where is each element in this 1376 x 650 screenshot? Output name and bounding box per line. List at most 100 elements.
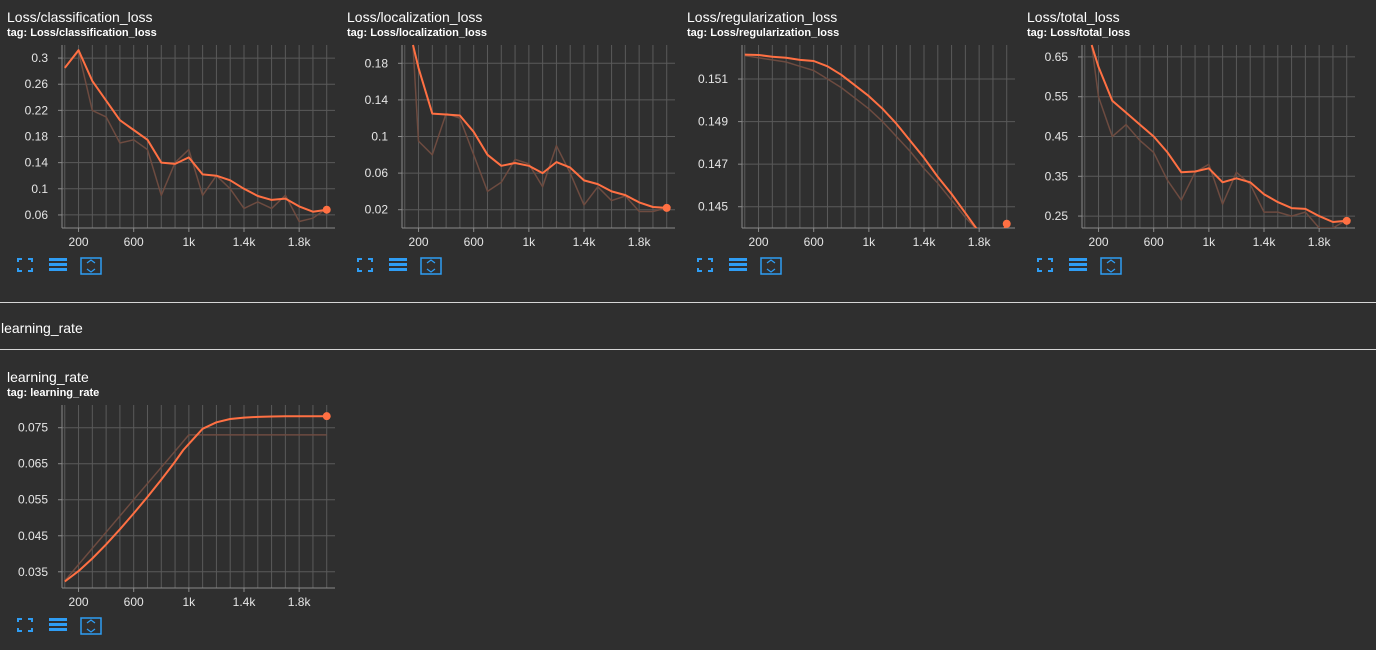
fullscreen-icon[interactable] [16, 617, 38, 637]
fullscreen-icon[interactable] [16, 257, 38, 277]
x-tick-label: 600 [124, 235, 144, 249]
fit-domain-icon[interactable] [760, 257, 782, 277]
line-chart[interactable]: 200 600 1k 1.4k 1.8k 0.145 0.147 0.149 0.151 [680, 0, 1020, 260]
y-tick-label: 0.075 [18, 421, 48, 435]
x-tick-label: 1.4k [233, 235, 257, 249]
y-tick-label: 0.25 [1045, 209, 1069, 223]
x-tick-label: 200 [409, 235, 429, 249]
x-tick-label: 200 [69, 235, 89, 249]
y-tick-label: 0.06 [365, 166, 389, 180]
data-table-icon[interactable] [48, 617, 70, 637]
y-tick-label: 0.035 [18, 565, 48, 579]
x-tick-label: 1.8k [628, 235, 652, 249]
line-chart[interactable]: 200 600 1k 1.4k 1.8k 0.035 0.045 0.055 0.065 0.07… [0, 360, 340, 620]
last-point-marker [322, 412, 331, 421]
data-table-icon[interactable] [1068, 257, 1090, 277]
last-point-marker [662, 203, 671, 212]
y-tick-label: 0.3 [31, 51, 48, 65]
chart-card: learning_rate tag: learning_rate 200 600 1k 1… [0, 360, 340, 650]
x-tick-label: 1k [863, 235, 877, 249]
line-chart[interactable]: 200 600 1k 1.4k 1.8k 0.25 0.35 0.45 0.55 0.65 [1020, 0, 1360, 260]
last-point-marker [1002, 219, 1011, 228]
smoothed-series-line [64, 415, 327, 583]
fit-domain-icon[interactable] [1100, 257, 1122, 277]
raw-series-line [64, 434, 327, 582]
fit-domain-icon[interactable] [80, 617, 102, 637]
y-tick-label: 0.02 [365, 203, 389, 217]
chart-tag: tag: Loss/classification_loss [7, 27, 157, 39]
fit-domain-icon[interactable] [80, 257, 102, 277]
y-tick-label: 0.45 [1045, 130, 1069, 144]
chart-actions [1036, 257, 1122, 277]
raw-series-line [744, 54, 977, 228]
smoothed-series-line [64, 49, 327, 213]
y-tick-label: 0.147 [698, 157, 728, 171]
line-chart[interactable]: 200 600 1k 1.4k 1.8k 0.02 0.06 0.1 0.14 0.18 [340, 0, 680, 260]
raw-series-line [412, 44, 667, 213]
x-tick-label: 200 [69, 595, 89, 609]
x-tick-label: 1.8k [968, 235, 992, 249]
x-tick-label: 600 [124, 595, 144, 609]
x-tick-label: 1.4k [233, 595, 257, 609]
chart-title: Loss/total_loss [1027, 9, 1120, 25]
chart-card: Loss/localization_loss tag: Loss/localiza… [340, 0, 680, 290]
chart-title: Loss/classification_loss [7, 9, 153, 25]
fullscreen-icon[interactable] [696, 257, 718, 277]
chart-tag: tag: learning_rate [7, 387, 100, 399]
y-tick-label: 0.18 [365, 56, 389, 70]
x-tick-label: 600 [804, 235, 824, 249]
chart-tag: tag: Loss/regularization_loss [687, 27, 840, 39]
x-tick-label: 1.4k [913, 235, 937, 249]
y-tick-label: 0.14 [365, 93, 389, 107]
x-tick-label: 1.8k [1308, 235, 1332, 249]
smoothed-series-line [744, 53, 1008, 228]
y-tick-label: 0.26 [25, 77, 49, 91]
x-tick-label: 1.8k [288, 595, 312, 609]
x-tick-label: 1k [183, 235, 197, 249]
x-tick-label: 1.8k [288, 235, 312, 249]
smoothed-series-line [1090, 44, 1347, 223]
last-point-marker [322, 205, 331, 214]
last-point-marker [1342, 216, 1351, 225]
x-tick-label: 1.4k [1253, 235, 1277, 249]
y-tick-label: 0.35 [1045, 169, 1069, 183]
chart-actions [356, 257, 442, 277]
x-tick-label: 200 [749, 235, 769, 249]
fit-domain-icon[interactable] [420, 257, 442, 277]
x-tick-label: 1k [183, 595, 197, 609]
y-tick-label: 0.1 [31, 182, 48, 196]
raw-series-line [64, 50, 328, 223]
y-tick-label: 0.065 [18, 457, 48, 471]
data-table-icon[interactable] [48, 257, 70, 277]
section-divider-bottom [0, 349, 1376, 350]
x-tick-label: 200 [1089, 235, 1109, 249]
y-tick-label: 0.055 [18, 493, 48, 507]
y-tick-label: 0.149 [698, 115, 728, 129]
chart-actions [16, 257, 102, 277]
chart-title: Loss/regularization_loss [687, 9, 838, 25]
x-tick-label: 600 [1144, 235, 1164, 249]
fullscreen-icon[interactable] [356, 257, 378, 277]
x-tick-label: 1.4k [573, 235, 597, 249]
y-tick-label: 0.22 [25, 103, 49, 117]
data-table-icon[interactable] [388, 257, 410, 277]
section-divider-top [0, 302, 1376, 303]
chart-tag: tag: Loss/total_loss [1027, 27, 1131, 39]
smoothed-series-line [412, 44, 667, 209]
y-tick-label: 0.18 [25, 130, 49, 144]
raw-series-line [1090, 44, 1348, 228]
line-chart[interactable]: 200 600 1k 1.4k 1.8k 0.06 0.1 0.14 0.18 0.22 0.26 0… [0, 0, 340, 260]
fullscreen-icon[interactable] [1036, 257, 1058, 277]
chart-actions [16, 617, 102, 637]
chart-title: Loss/localization_loss [347, 9, 483, 25]
x-tick-label: 1k [1203, 235, 1217, 249]
chart-card: Loss/regularization_loss tag: Loss/regula… [680, 0, 1020, 290]
y-tick-label: 0.151 [698, 72, 728, 86]
y-tick-label: 0.65 [1045, 50, 1069, 64]
section-title[interactable]: learning_rate [1, 320, 83, 336]
chart-card: Loss/total_loss tag: Loss/total_loss 200 60… [1020, 0, 1360, 290]
data-table-icon[interactable] [728, 257, 750, 277]
x-tick-label: 600 [464, 235, 484, 249]
y-tick-label: 0.55 [1045, 90, 1069, 104]
y-tick-label: 0.145 [698, 200, 728, 214]
